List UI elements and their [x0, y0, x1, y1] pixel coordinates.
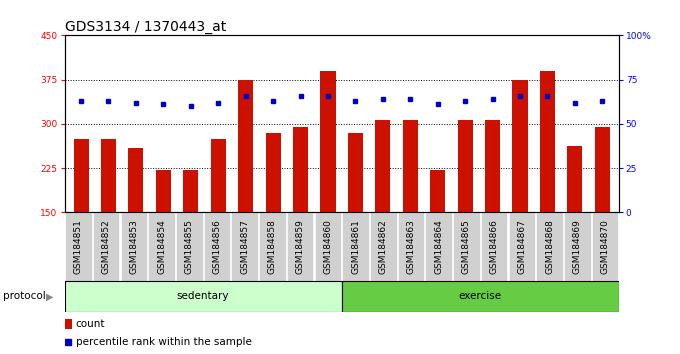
Bar — [403, 120, 418, 212]
Bar — [430, 170, 445, 212]
Bar — [320, 71, 335, 212]
FancyBboxPatch shape — [259, 212, 286, 281]
Text: GSM184851: GSM184851 — [74, 219, 83, 274]
Bar — [266, 133, 281, 212]
FancyBboxPatch shape — [509, 212, 535, 281]
Bar — [375, 120, 390, 212]
Bar — [348, 133, 363, 212]
Text: GSM184868: GSM184868 — [545, 219, 554, 274]
Bar — [183, 170, 199, 212]
Text: GSM184869: GSM184869 — [573, 219, 581, 274]
FancyBboxPatch shape — [426, 212, 452, 281]
Text: GSM184861: GSM184861 — [351, 219, 360, 274]
Text: GSM184863: GSM184863 — [407, 219, 415, 274]
Text: GSM184857: GSM184857 — [240, 219, 249, 274]
Text: exercise: exercise — [459, 291, 502, 302]
Text: GSM184866: GSM184866 — [490, 219, 498, 274]
Bar — [485, 120, 500, 212]
Text: count: count — [75, 319, 105, 329]
FancyBboxPatch shape — [315, 212, 341, 281]
FancyBboxPatch shape — [592, 212, 618, 281]
Bar — [513, 80, 528, 212]
Text: sedentary: sedentary — [177, 291, 229, 302]
Bar — [73, 139, 88, 212]
FancyBboxPatch shape — [93, 212, 120, 281]
Text: GSM184853: GSM184853 — [129, 219, 138, 274]
FancyBboxPatch shape — [65, 281, 342, 312]
FancyBboxPatch shape — [370, 212, 396, 281]
FancyBboxPatch shape — [481, 212, 507, 281]
Bar — [211, 139, 226, 212]
Text: GSM184859: GSM184859 — [296, 219, 305, 274]
Text: GDS3134 / 1370443_at: GDS3134 / 1370443_at — [65, 21, 226, 34]
Bar — [540, 71, 555, 212]
Text: GSM184862: GSM184862 — [379, 219, 388, 274]
Text: percentile rank within the sample: percentile rank within the sample — [75, 337, 252, 347]
FancyBboxPatch shape — [398, 212, 424, 281]
FancyBboxPatch shape — [204, 212, 231, 281]
Bar — [458, 120, 473, 212]
FancyBboxPatch shape — [176, 212, 203, 281]
Text: GSM184852: GSM184852 — [102, 219, 111, 274]
Text: GSM184858: GSM184858 — [268, 219, 277, 274]
FancyBboxPatch shape — [65, 212, 92, 281]
FancyBboxPatch shape — [537, 212, 563, 281]
Text: ▶: ▶ — [46, 291, 54, 302]
Bar — [65, 319, 71, 329]
Bar — [595, 127, 610, 212]
Text: protocol: protocol — [3, 291, 46, 302]
Text: GSM184870: GSM184870 — [600, 219, 609, 274]
Text: GSM184855: GSM184855 — [185, 219, 194, 274]
FancyBboxPatch shape — [120, 212, 147, 281]
Text: GSM184865: GSM184865 — [462, 219, 471, 274]
Bar — [101, 139, 116, 212]
Text: GSM184856: GSM184856 — [213, 219, 222, 274]
Text: GSM184860: GSM184860 — [324, 219, 333, 274]
FancyBboxPatch shape — [342, 281, 619, 312]
FancyBboxPatch shape — [287, 212, 313, 281]
FancyBboxPatch shape — [453, 212, 479, 281]
Bar — [129, 148, 143, 212]
Bar — [238, 80, 253, 212]
Bar — [567, 146, 583, 212]
Bar — [156, 170, 171, 212]
Text: GSM184854: GSM184854 — [157, 219, 166, 274]
Text: GSM184864: GSM184864 — [435, 219, 443, 274]
FancyBboxPatch shape — [342, 212, 369, 281]
Text: GSM184867: GSM184867 — [517, 219, 526, 274]
Bar — [293, 127, 308, 212]
FancyBboxPatch shape — [231, 212, 258, 281]
FancyBboxPatch shape — [564, 212, 590, 281]
FancyBboxPatch shape — [148, 212, 175, 281]
